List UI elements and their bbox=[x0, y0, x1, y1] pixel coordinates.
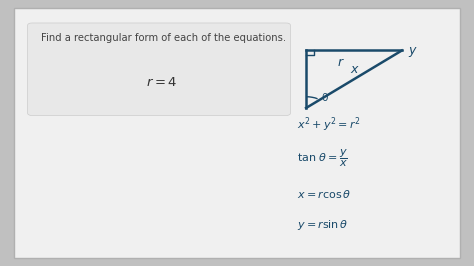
Text: r: r bbox=[338, 56, 343, 69]
FancyBboxPatch shape bbox=[27, 23, 291, 115]
Text: y: y bbox=[409, 44, 416, 57]
Text: Find a rectangular form of each of the equations.: Find a rectangular form of each of the e… bbox=[41, 33, 286, 43]
FancyBboxPatch shape bbox=[14, 8, 460, 258]
Text: $r = 4$: $r = 4$ bbox=[146, 77, 177, 89]
Text: θ: θ bbox=[322, 93, 328, 103]
Text: x: x bbox=[350, 63, 358, 76]
Text: $x^2 + y^2 = r^2$: $x^2 + y^2 = r^2$ bbox=[297, 115, 361, 134]
Text: $\tan\,\theta = \dfrac{y}{x}$: $\tan\,\theta = \dfrac{y}{x}$ bbox=[297, 148, 348, 169]
Text: $x = r\cos\theta$: $x = r\cos\theta$ bbox=[297, 188, 351, 200]
Text: $y = r\sin\theta$: $y = r\sin\theta$ bbox=[297, 218, 348, 232]
